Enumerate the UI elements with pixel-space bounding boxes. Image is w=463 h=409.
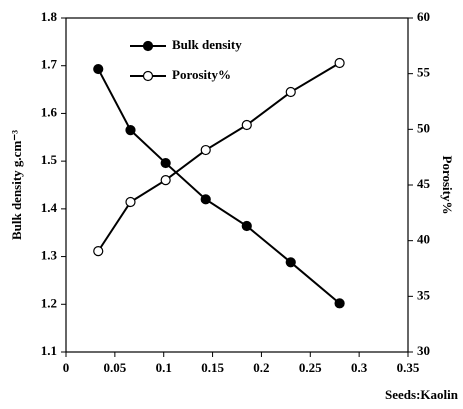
legend-label: Porosity% [172, 67, 231, 82]
y2-tick-label: 45 [417, 176, 431, 191]
y-tick-label: 1.3 [41, 248, 58, 263]
y2-tick-label: 35 [417, 287, 431, 302]
data-point [160, 175, 171, 186]
x-axis-title: Seeds:Kaolin [385, 387, 459, 402]
series-line [97, 62, 341, 252]
data-point [125, 125, 136, 136]
data-point [93, 63, 104, 75]
y-tick-label: 1.2 [41, 295, 57, 310]
plot-frame [65, 17, 409, 353]
y-tick-label: 1.1 [41, 343, 57, 358]
y2-tick-label: 40 [417, 232, 430, 247]
y2-tick-label: 50 [417, 120, 430, 135]
y-tick-label: 1.8 [41, 9, 58, 24]
y2-tick-label: 55 [417, 65, 431, 80]
x-tick-label: 0.2 [253, 360, 269, 375]
y2-axis-title: Porosity% [440, 156, 455, 215]
legend-label: Bulk density [172, 37, 242, 52]
data-point [285, 86, 296, 98]
y2-tick-label: 30 [417, 343, 430, 358]
x-tick-label: 0 [63, 360, 70, 375]
legend-marker [142, 70, 154, 82]
data-point [200, 144, 211, 156]
data-point [160, 157, 171, 169]
data-point [241, 220, 252, 232]
data-point [285, 257, 296, 268]
y-tick-label: 1.4 [41, 200, 58, 215]
data-point [334, 298, 345, 309]
x-tick-label: 0.05 [103, 360, 126, 375]
y-axis-title: Bulk density g.cm⁻³ [9, 130, 24, 240]
x-tick-label: 0.25 [299, 360, 322, 375]
legend-marker [142, 40, 154, 52]
data-point [241, 119, 252, 131]
series-line [97, 68, 341, 305]
data-point [200, 194, 211, 205]
y-tick-label: 1.7 [41, 57, 58, 72]
x-tick-label: 0.1 [156, 360, 172, 375]
data-point [93, 246, 104, 257]
x-tick-label: 0.3 [351, 360, 368, 375]
data-point [125, 196, 136, 208]
x-tick-label: 0.35 [397, 360, 420, 375]
y2-tick-label: 60 [417, 9, 430, 24]
y-tick-label: 1.6 [41, 104, 58, 119]
x-tick-label: 0.15 [201, 360, 224, 375]
data-point [334, 57, 345, 69]
y-tick-label: 1.5 [41, 152, 58, 167]
